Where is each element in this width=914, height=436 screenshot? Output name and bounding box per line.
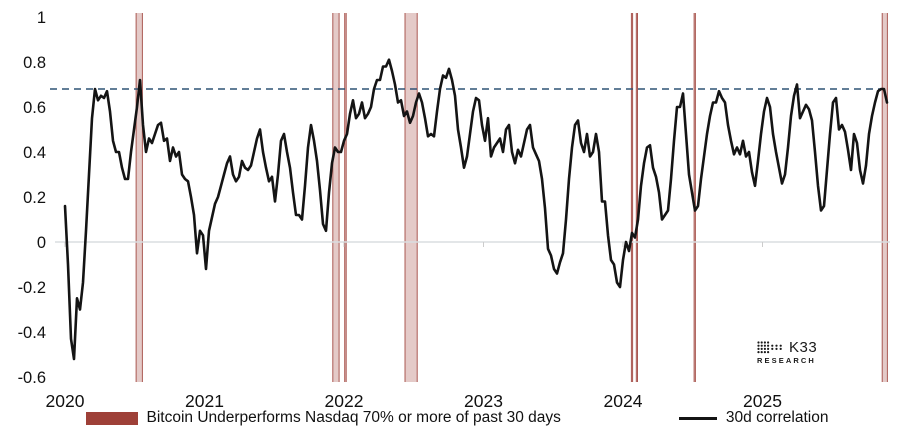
svg-text:2021: 2021 <box>185 391 224 411</box>
svg-text:1: 1 <box>37 9 46 27</box>
svg-text:0.6: 0.6 <box>23 99 46 117</box>
legend-item-underperformance: Bitcoin Underperforms Nasdaq 70% or more… <box>85 409 561 427</box>
svg-text:2023: 2023 <box>464 391 503 411</box>
svg-text:2020: 2020 <box>46 391 85 411</box>
underperformance-band-label: Bitcoin Underperforms Nasdaq 70% or more… <box>146 409 561 426</box>
svg-text:-0.4: -0.4 <box>18 324 46 342</box>
svg-text:2025: 2025 <box>743 391 782 411</box>
svg-text:0: 0 <box>37 234 46 252</box>
k33-brand-name: K33 <box>789 339 818 356</box>
svg-text:-0.2: -0.2 <box>18 279 46 297</box>
underperformance-band-swatch <box>85 411 138 425</box>
correlation-line-label: 30d correlation <box>725 409 829 426</box>
legend-item-correlation: 30d correlation <box>678 409 829 427</box>
svg-text:2024: 2024 <box>604 391 643 411</box>
k33-dots-icon <box>757 340 782 353</box>
svg-text:0.8: 0.8 <box>23 54 46 72</box>
chart-legend: Bitcoin Underperforms Nasdaq 70% or more… <box>0 409 914 427</box>
correlation-line-swatch <box>678 416 717 420</box>
k33-brand-sub: RESEARCH <box>757 356 816 365</box>
svg-text:-0.6: -0.6 <box>18 369 46 387</box>
svg-text:0.2: 0.2 <box>23 189 46 207</box>
k33-research-logo: K33 RESEARCH <box>757 340 817 365</box>
svg-text:0.4: 0.4 <box>23 144 46 162</box>
svg-text:2022: 2022 <box>325 391 364 411</box>
